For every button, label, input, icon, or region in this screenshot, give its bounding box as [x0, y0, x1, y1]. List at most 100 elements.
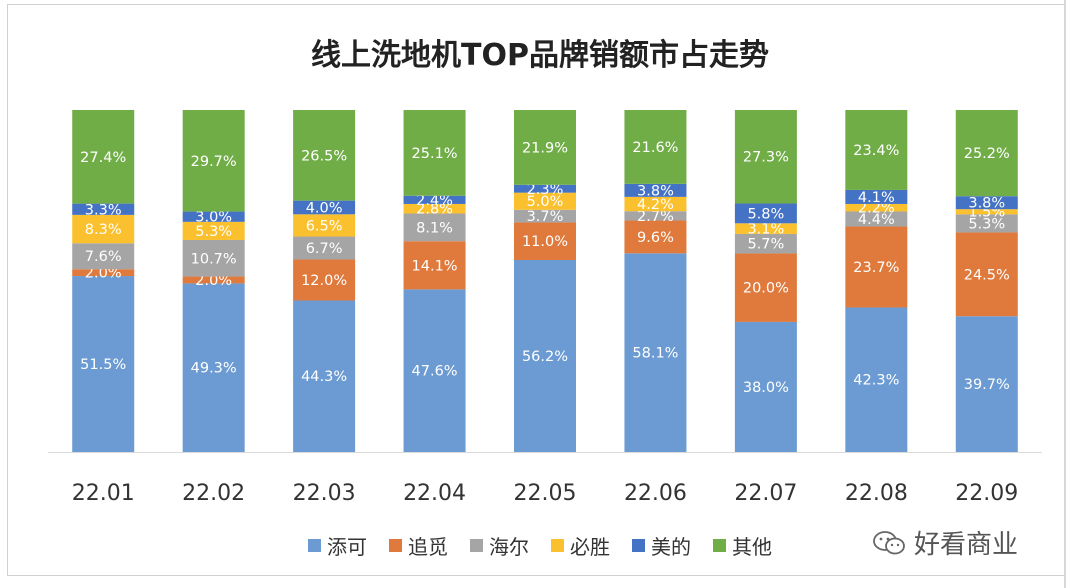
bar-segment-22.09-追觅: [955, 232, 1018, 317]
bar-segment-22.02-其他: [182, 110, 245, 212]
legend-label: 追觅: [408, 534, 448, 559]
bar-segment-22.05-其他: [514, 110, 576, 185]
bar-segment-22.05-追觅: [514, 222, 576, 260]
data-label: 49.3%: [191, 361, 237, 377]
legend-item: 海尔: [470, 531, 529, 560]
bar-segment-22.02-美的: [182, 211, 245, 222]
legend-swatch: [308, 538, 321, 552]
bar-segment-22.04-添可: [403, 289, 466, 452]
data-label: 3.8%: [637, 183, 674, 199]
data-label: 23.4%: [853, 143, 899, 159]
legend-swatch: [551, 538, 564, 552]
x-tick-label: 22.09: [955, 481, 1018, 506]
data-label: 58.1%: [632, 346, 678, 362]
data-label: 5.7%: [747, 237, 784, 253]
data-label: 23.7%: [853, 260, 899, 276]
legend-item: 美的: [632, 531, 691, 560]
bar-segment-22.05-海尔: [514, 209, 576, 223]
data-label: 2.7%: [637, 209, 674, 225]
bar-segment-22.04-其他: [403, 110, 466, 196]
bar-segment-22.08-其他: [845, 110, 908, 190]
data-label: 42.3%: [853, 373, 899, 389]
data-label: 3.1%: [747, 222, 784, 238]
data-label: 2.4%: [416, 193, 453, 209]
bar-segment-22.07-添可: [734, 321, 797, 452]
data-label: 3.7%: [527, 209, 564, 225]
data-label: 3.8%: [968, 196, 1005, 212]
bar-segment-22.04-海尔: [403, 213, 466, 242]
legend-item: 必胜: [551, 531, 610, 560]
x-tick-label: 22.03: [293, 481, 356, 506]
data-label: 7.6%: [85, 249, 122, 265]
x-tick-label: 22.06: [624, 481, 687, 506]
data-label: 21.6%: [632, 140, 678, 156]
bar-segment-22.01-追觅: [72, 269, 135, 277]
bar-segment-22.05-必胜: [514, 192, 576, 210]
bar-segment-22.03-美的: [293, 200, 356, 215]
data-label: 2.0%: [85, 266, 122, 282]
bar-segment-22.08-添可: [845, 307, 908, 452]
data-label: 5.0%: [527, 194, 564, 210]
legend-label: 美的: [651, 534, 691, 559]
data-label: 24.5%: [964, 267, 1010, 283]
bar-segment-22.03-必胜: [293, 214, 356, 237]
legend-item: 追觅: [389, 531, 448, 560]
bar-segment-22.08-海尔: [845, 211, 908, 227]
chart-legend: 添可 追觅 海尔 必胜 美的 其他: [0, 530, 1080, 560]
data-label: 44.3%: [301, 369, 347, 385]
data-label: 39.7%: [964, 377, 1010, 393]
data-label: 4.1%: [858, 190, 895, 206]
data-label: 12.0%: [301, 273, 347, 289]
bar-segment-22.08-美的: [845, 189, 908, 204]
bar-segment-22.01-美的: [72, 203, 135, 215]
legend-swatch: [470, 538, 483, 552]
bar-segment-22.07-美的: [734, 203, 797, 224]
bar-segment-22.07-其他: [734, 110, 797, 204]
bar-segment-22.02-必胜: [182, 221, 245, 240]
data-label: 5.8%: [747, 206, 784, 222]
bar-segment-22.04-追觅: [403, 241, 466, 290]
bar-segment-22.08-追觅: [845, 226, 908, 308]
bar-segment-22.01-添可: [72, 276, 135, 452]
bar-segment-22.02-追觅: [182, 276, 245, 284]
x-tick-label: 22.05: [514, 481, 577, 506]
bar-segment-22.02-添可: [182, 283, 245, 452]
data-label: 2.3%: [527, 182, 564, 198]
data-label: 38.0%: [743, 380, 789, 396]
bar-segment-22.02-海尔: [182, 239, 245, 277]
legend-item: 添可: [308, 531, 367, 560]
bar-segment-22.09-其他: [955, 110, 1018, 197]
data-label: 6.7%: [306, 241, 343, 257]
bar-segment-22.04-美的: [403, 195, 466, 204]
data-label: 6.5%: [306, 218, 343, 234]
data-label: 11.0%: [522, 234, 568, 250]
data-label: 26.5%: [301, 148, 347, 164]
data-label: 20.0%: [743, 281, 789, 297]
bar-segment-22.03-追觅: [293, 259, 356, 301]
data-label: 8.3%: [85, 222, 122, 238]
legend-label: 海尔: [489, 534, 529, 559]
bar-segment-22.03-其他: [293, 110, 356, 201]
data-label: 5.3%: [195, 224, 232, 240]
data-label: 56.2%: [522, 349, 568, 365]
bar-segment-22.03-添可: [293, 300, 356, 452]
legend-label: 必胜: [570, 534, 610, 559]
bar-segment-22.09-美的: [955, 196, 1018, 210]
data-label: 9.6%: [637, 230, 674, 246]
bar-segment-22.05-美的: [514, 184, 576, 193]
data-label: 21.9%: [522, 140, 568, 156]
x-tick-label: 22.08: [845, 481, 908, 506]
bar-segment-22.06-添可: [624, 253, 687, 452]
x-tick-label: 22.01: [72, 481, 135, 506]
legend-swatch: [389, 538, 402, 552]
bar-segment-22.04-必胜: [403, 203, 466, 214]
x-tick-label: 22.02: [182, 481, 245, 506]
data-label: 47.6%: [412, 364, 458, 380]
data-label: 2.8%: [416, 202, 453, 218]
bar-segment-22.06-必胜: [624, 196, 687, 212]
bar-segment-22.09-必胜: [955, 209, 1018, 215]
bar-segment-22.06-其他: [624, 110, 687, 184]
bar-segment-22.09-海尔: [955, 214, 1018, 233]
bar-segment-22.05-添可: [514, 259, 576, 452]
